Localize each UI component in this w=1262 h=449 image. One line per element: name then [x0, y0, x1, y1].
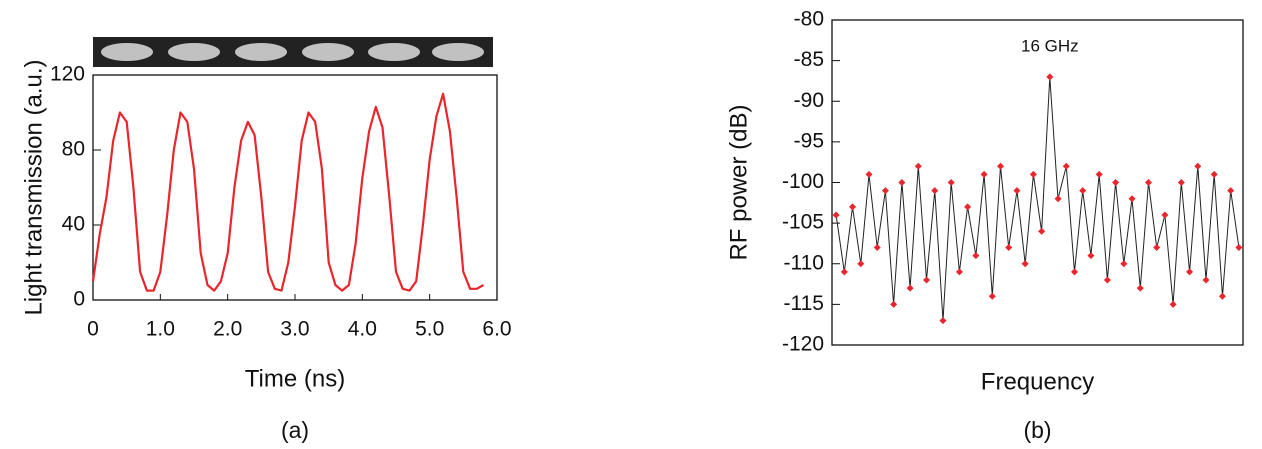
data-marker — [1070, 268, 1078, 276]
data-marker — [906, 284, 914, 292]
data-marker — [832, 211, 840, 219]
data-marker — [1095, 170, 1103, 178]
x-tick-label: 0 — [87, 318, 99, 341]
y-tick-label: -105 — [782, 211, 824, 234]
data-marker — [1136, 284, 1144, 292]
data-marker — [898, 179, 906, 186]
y-tick-label: -85 — [794, 48, 824, 71]
data-marker — [873, 244, 881, 251]
data-marker — [881, 187, 889, 195]
data-marker — [1227, 187, 1235, 195]
data-marker — [840, 268, 848, 276]
y-axis-title: RF power (dB) — [725, 104, 752, 260]
data-marker — [980, 170, 988, 178]
x-axis-title: Time (ns) — [245, 365, 345, 392]
y-tick-label: 0 — [73, 288, 85, 311]
x-tick-label: 1.0 — [146, 318, 175, 341]
data-marker — [1235, 244, 1243, 251]
data-marker — [1153, 244, 1161, 251]
x-axis-title: Frequency — [981, 368, 1094, 395]
y-tick-label: -115 — [784, 292, 824, 315]
data-marker — [1054, 195, 1062, 203]
y-tick-label: -95 — [794, 129, 824, 152]
data-marker — [1029, 170, 1037, 178]
data-marker — [1038, 227, 1046, 235]
data-marker — [988, 292, 996, 300]
data-marker — [1103, 276, 1111, 284]
camera-strip — [93, 37, 493, 67]
data-marker — [857, 260, 865, 268]
data-marker — [865, 170, 873, 178]
data-marker — [1021, 260, 1029, 268]
plot-frame — [92, 74, 498, 301]
x-tick-label: 3.0 — [280, 318, 309, 341]
data-marker — [1087, 252, 1095, 260]
data-marker — [1210, 170, 1218, 178]
data-marker — [972, 252, 980, 260]
data-marker — [1161, 211, 1169, 219]
data-marker — [890, 300, 898, 308]
data-line — [91, 92, 485, 292]
data-marker — [1079, 187, 1087, 195]
data-marker — [1202, 276, 1210, 284]
y-tick-label: 80 — [62, 138, 85, 161]
data-marker — [849, 203, 857, 211]
data-marker — [1046, 73, 1054, 81]
y-tick-label: -90 — [794, 89, 824, 112]
data-marker — [923, 276, 931, 284]
data-marker — [1218, 292, 1226, 300]
data-marker — [1177, 179, 1185, 186]
y-tick-label: 120 — [50, 63, 85, 86]
data-marker — [1005, 244, 1013, 251]
data-line — [835, 76, 1240, 322]
data-marker — [947, 179, 955, 186]
data-marker — [1169, 300, 1177, 308]
data-marker — [1062, 162, 1070, 170]
data-marker — [939, 317, 947, 325]
x-tick-label: 5.0 — [415, 318, 444, 341]
data-marker — [1120, 260, 1128, 268]
y-tick-label: -100 — [782, 170, 824, 193]
data-marker — [1144, 179, 1152, 186]
y-tick-label: 40 — [62, 213, 85, 236]
y-axis-title: Light transmission (a.u.) — [20, 59, 47, 315]
annotation: 16 GHz — [1021, 36, 1079, 55]
data-marker — [1112, 179, 1120, 186]
data-marker — [1128, 195, 1136, 203]
y-tick-label: -80 — [794, 8, 824, 31]
x-tick-label: 4.0 — [348, 318, 377, 341]
panel-label: (b) — [1023, 417, 1051, 443]
data-marker — [997, 162, 1005, 170]
data-marker — [1013, 187, 1021, 195]
data-marker — [955, 268, 963, 276]
y-tick-label: -120 — [782, 333, 824, 356]
x-tick-label: 2.0 — [213, 318, 242, 341]
data-marker — [964, 203, 972, 211]
data-marker — [1186, 268, 1194, 276]
y-tick-label: -110 — [784, 251, 824, 274]
data-marker — [1194, 162, 1202, 170]
x-tick-label: 6.0 — [482, 318, 511, 341]
panel-label: (a) — [281, 417, 309, 443]
data-marker — [914, 162, 922, 170]
data-marker — [931, 187, 939, 195]
